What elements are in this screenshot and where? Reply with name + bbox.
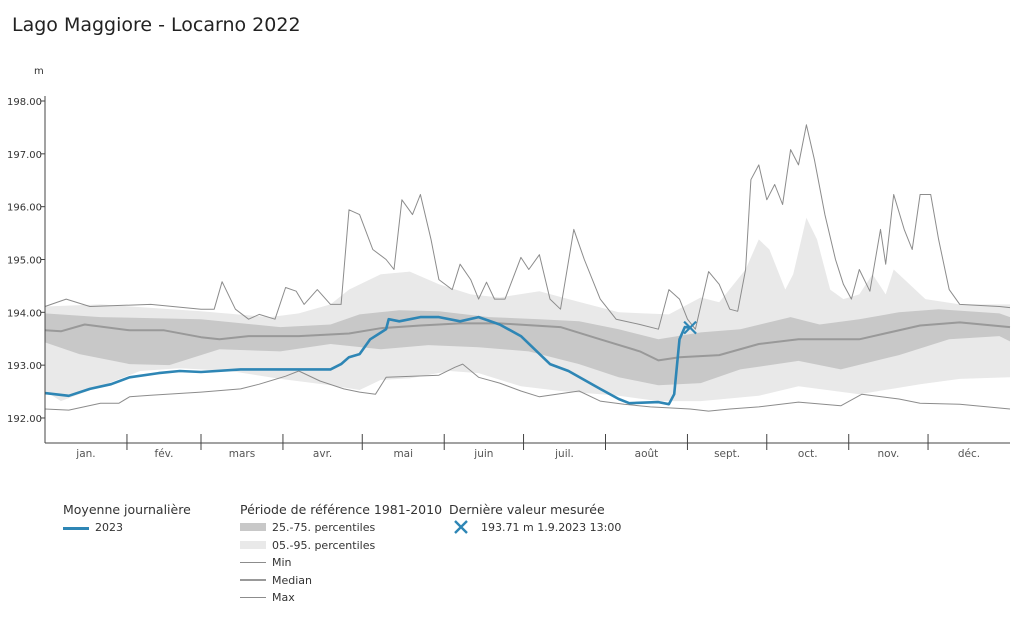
legend-daily-heading: Moyenne journalière <box>63 502 191 517</box>
y-tick-label: 197.00 <box>7 150 42 161</box>
band-05-95-percentiles <box>45 217 1010 402</box>
x-tick-label: août <box>635 448 659 460</box>
last-value-marker <box>683 320 697 335</box>
legend-swatch-median <box>240 579 266 581</box>
legend-max: Max <box>272 591 295 604</box>
x-tick-label: mars <box>229 448 255 460</box>
cross-marker-icon <box>454 520 468 534</box>
y-tick-label: 193.00 <box>7 361 42 372</box>
series-line-2023 <box>44 315 691 406</box>
legend-swatch-2023 <box>63 527 89 530</box>
legend-last-heading: Dernière valeur mesurée <box>449 502 605 517</box>
lake-level-chart: m 198.00 197.00 196.00 195.00 194.00 193.00 192… <box>7 66 1011 460</box>
legend-swatch-p25-75 <box>240 523 266 531</box>
x-tick-label: jan. <box>75 448 95 460</box>
band-25-75-percentiles <box>45 309 1010 386</box>
legend-swatch-max <box>240 597 266 598</box>
legend-median: Median <box>272 574 313 587</box>
legend-2023: 2023 <box>95 521 123 534</box>
x-tick-label: juin <box>473 448 493 460</box>
legend-last-value: 193.71 m 1.9.2023 13:00 <box>481 521 622 534</box>
y-tick-label: 198.00 <box>7 97 42 108</box>
x-tick-label: avr. <box>313 448 332 460</box>
legend-p25-75: 25.-75. percentiles <box>272 521 376 534</box>
x-tick-label: juil. <box>554 448 574 460</box>
legend-swatch-p05-95 <box>240 541 266 549</box>
x-tick-label: déc. <box>958 448 980 460</box>
legend-swatch-min <box>240 562 266 563</box>
x-tick-label: mai <box>393 448 413 460</box>
y-tick-label: 195.00 <box>7 255 42 266</box>
legend-p05-95: 05.-95. percentiles <box>272 539 376 552</box>
x-tick-label: oct. <box>798 448 818 460</box>
y-axis-unit: m <box>34 66 44 77</box>
y-tick-label: 196.00 <box>7 203 42 214</box>
y-tick-label: 194.00 <box>7 308 42 319</box>
x-tick-label: nov. <box>877 448 899 460</box>
series-line-min <box>44 363 1011 412</box>
series-line-median <box>44 321 1011 362</box>
chart-title: Lago Maggiore - Locarno 2022 <box>12 14 301 36</box>
legend-min: Min <box>272 556 292 569</box>
x-tick-label: sept. <box>714 448 740 460</box>
legend-ref-heading: Période de référence 1981-2010 <box>240 502 443 517</box>
y-tick-label: 192.00 <box>7 414 42 425</box>
series-line-max <box>44 124 1011 330</box>
x-tick-label: fév. <box>155 448 174 460</box>
